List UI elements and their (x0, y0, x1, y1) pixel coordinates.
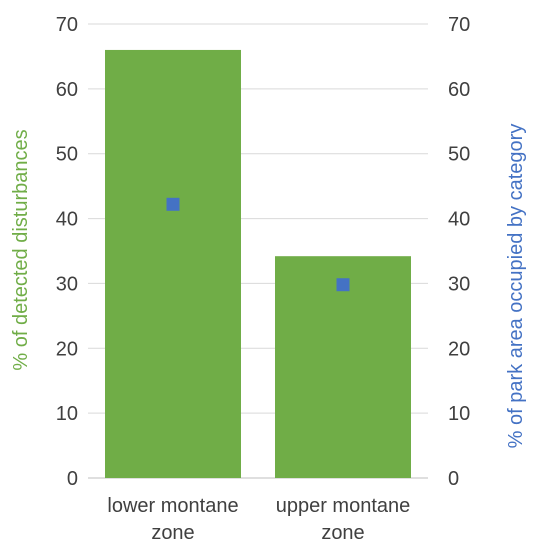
axis-ticks: 0 10 20 30 40 50 60 70 0 10 20 30 40 50 60 70 (56, 14, 471, 490)
y2-tick-label: 10 (448, 403, 470, 425)
bars (105, 49, 411, 478)
y2-tick-label: 70 (448, 14, 470, 36)
bar-0 (105, 49, 241, 478)
y2-tick-label: 20 (448, 338, 470, 360)
y-axis-right-label: % of park area occupied by category (505, 124, 527, 449)
category-labels: lower montane zone upper montane zone (107, 495, 410, 544)
y2-tick-label: 60 (448, 79, 470, 101)
category-label: lower montane zone (107, 495, 238, 544)
y-axis-left-label: % of detected disturbances (10, 129, 32, 370)
y2-tick-label: 40 (448, 209, 470, 231)
y-tick-label: 10 (56, 403, 78, 425)
y2-tick-label: 30 (448, 273, 470, 295)
markers (166, 197, 350, 292)
y2-tick-label: 50 (448, 144, 470, 166)
y2-tick-label: 0 (448, 468, 459, 490)
y-tick-label: 50 (56, 144, 78, 166)
marker-0 (166, 197, 180, 211)
category-label: upper montane zone (276, 495, 411, 544)
marker-1 (336, 278, 350, 292)
y-tick-label: 20 (56, 338, 78, 360)
y-tick-label: 0 (67, 468, 78, 490)
y-tick-label: 70 (56, 14, 78, 36)
y-tick-label: 40 (56, 209, 78, 231)
y-tick-label: 30 (56, 273, 78, 295)
y-tick-label: 60 (56, 79, 78, 101)
bar-1 (275, 256, 411, 478)
